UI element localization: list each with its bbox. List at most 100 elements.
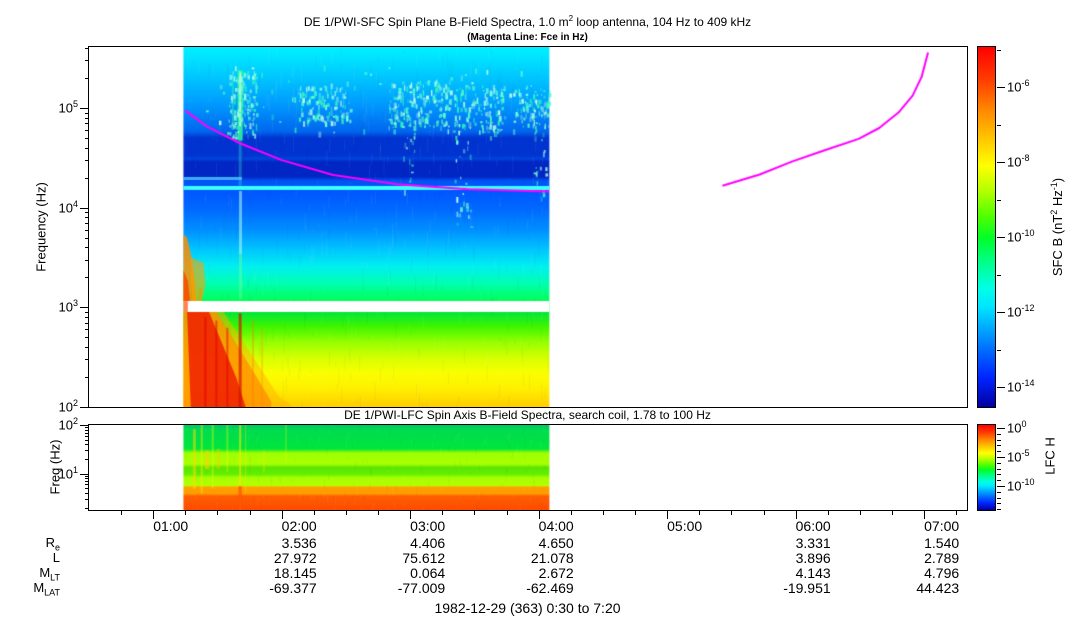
- tick: [84, 439, 89, 441]
- tick: [84, 137, 89, 139]
- title-block: DE 1/PWI-SFC Spin Plane B-Field Spectra,…: [88, 0, 967, 43]
- time-tick-label: 03:00: [410, 518, 446, 534]
- tick: [997, 462, 1001, 464]
- tick: [997, 274, 1001, 276]
- tick: [84, 223, 89, 225]
- tick-label: 10-14: [1007, 378, 1035, 395]
- ephemeris-value: 2.672: [538, 565, 574, 581]
- tick-label: 102: [58, 416, 78, 433]
- tick: [84, 47, 89, 49]
- tick: [84, 229, 89, 231]
- ephemeris-value: 3.536: [281, 535, 317, 551]
- tick: [80, 307, 89, 309]
- tick: [84, 123, 89, 125]
- main-title-text-2: loop antenna, 104 Hz to 409 kHz: [573, 15, 752, 29]
- tick: [84, 160, 89, 162]
- sfc-spectrogram-canvas: [89, 47, 967, 407]
- tick: [84, 427, 89, 429]
- tick: [80, 425, 89, 426]
- tick: [84, 435, 89, 437]
- time-tick-label: 05:00: [667, 518, 703, 534]
- ephemeris-value: 21.078: [530, 550, 574, 566]
- tick-label: 105: [58, 98, 78, 116]
- tick: [602, 511, 604, 515]
- tick: [249, 511, 251, 515]
- tick: [442, 511, 444, 515]
- tick: [410, 511, 412, 519]
- tick: [997, 433, 1001, 435]
- tick-label: 10-12: [1007, 303, 1035, 320]
- tick: [997, 474, 1001, 476]
- tick: [80, 107, 89, 109]
- tick: [667, 511, 669, 519]
- tick: [84, 458, 89, 460]
- main-title-superscript: 2: [568, 14, 574, 23]
- time-tick-label: 04:00: [538, 518, 574, 534]
- tick: [84, 212, 89, 214]
- tick: [997, 199, 1001, 201]
- tick: [795, 511, 797, 519]
- tick: [84, 259, 89, 261]
- sfc-colorbar: [977, 46, 996, 408]
- ephemeris-value: -19.951: [783, 580, 831, 596]
- tick: [763, 511, 765, 515]
- tick: [997, 349, 1001, 351]
- time-tick-label: 01:00: [153, 518, 189, 534]
- tick: [84, 117, 89, 119]
- tick-label: 10-8: [1007, 153, 1030, 170]
- tick: [997, 237, 1005, 239]
- lfc-colorbar-label: LFC H: [1042, 437, 1058, 475]
- tick: [997, 124, 1001, 126]
- ephemeris-value: 4.796: [924, 565, 960, 581]
- tick: [84, 376, 89, 378]
- sfc-colorbar-label-part: -1: [1048, 182, 1059, 191]
- date-range-caption: 1982-12-29 (363) 0:30 to 7:20: [434, 600, 621, 616]
- tick: [153, 511, 155, 519]
- tick: [80, 207, 89, 209]
- ephemeris-value: -69.377: [269, 580, 317, 596]
- ephemeris-value: 18.145: [273, 565, 317, 581]
- sfc-colorbar-label-part: SFC B (nT: [1050, 214, 1066, 277]
- tick: [997, 503, 1001, 505]
- time-tick-label: 02:00: [281, 518, 317, 534]
- tick-label: 10-6: [1007, 78, 1030, 95]
- tick: [84, 277, 89, 279]
- ephemeris-row-label: MLAT: [33, 580, 60, 598]
- ephemeris-value: 75.612: [402, 550, 446, 566]
- sfc-spectrogram-panel: [88, 46, 968, 408]
- tick: [997, 480, 1001, 482]
- ephemeris-value: 4.143: [795, 565, 831, 581]
- tick: [84, 337, 89, 339]
- tick-label: 101: [58, 464, 78, 481]
- tick-label: 10-10: [1007, 477, 1035, 494]
- tick: [892, 511, 894, 515]
- tick: [474, 511, 476, 515]
- sfc-colorbar-label: SFC B (nT2 Hz-1): [1049, 178, 1065, 276]
- ephemeris-row-label: MLT: [39, 565, 60, 583]
- ephemeris-value: 4.406: [410, 535, 446, 551]
- tick: [997, 509, 1001, 511]
- tick-label: 103: [58, 298, 78, 315]
- lfc-title: DE 1/PWI-LFC Spin Axis B-Field Spectra, …: [344, 408, 711, 422]
- tick: [84, 481, 89, 483]
- tick: [84, 329, 89, 331]
- main-title-text: DE 1/PWI-SFC Spin Plane B-Field Spectra,…: [303, 15, 569, 29]
- tick: [84, 444, 89, 446]
- tick: [924, 511, 926, 519]
- ephemeris-value: 3.331: [795, 535, 831, 551]
- tick: [281, 511, 283, 519]
- tick: [699, 511, 701, 515]
- tick: [84, 478, 89, 480]
- tick: [84, 359, 89, 361]
- tick: [731, 511, 733, 515]
- tick-label: 102: [58, 398, 78, 415]
- tick: [997, 87, 1005, 89]
- tick: [84, 484, 89, 486]
- ephemeris-value: 4.650: [538, 535, 574, 551]
- sfc-colorbar-label-part: Hz: [1050, 190, 1066, 210]
- tick: [997, 486, 1005, 488]
- tick: [84, 237, 89, 239]
- tick: [84, 217, 89, 219]
- tick: [956, 511, 958, 515]
- lfc-spectrogram-canvas: [89, 425, 967, 510]
